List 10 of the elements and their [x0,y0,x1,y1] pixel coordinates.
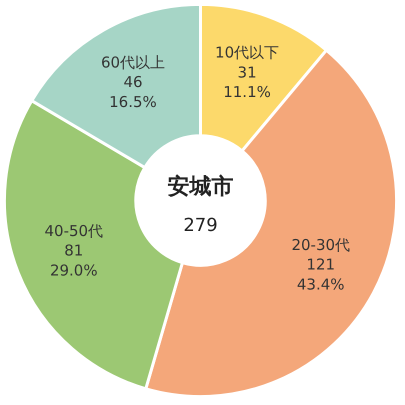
text: 安城市 [168,173,234,200]
data-label: 121 43.4% [296,256,345,294]
slice-label: 20-30代 [291,236,350,254]
data-label: 46 16.5% [109,73,157,111]
slice-label: 40-50代 [44,222,104,240]
data-label: 81 29.0% [50,242,98,280]
text: 279 [183,215,218,236]
slice-label: 60代以上 [100,53,166,72]
slice-label: 10代以下 [215,44,280,62]
data-label: 31 11.1% [223,63,271,102]
